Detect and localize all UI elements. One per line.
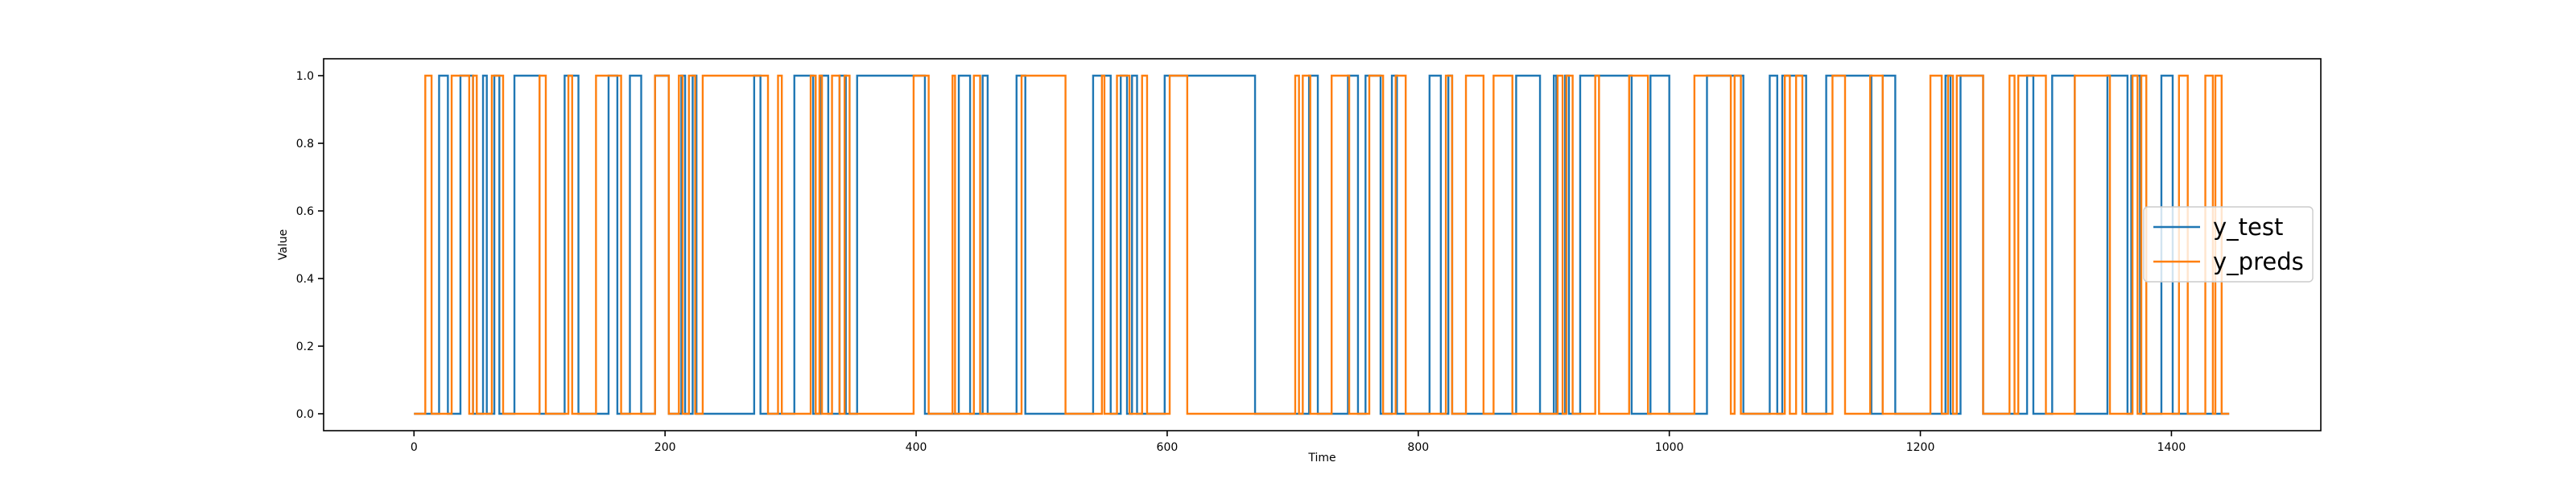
x-tick-label: 600 <box>1157 441 1179 454</box>
x-tick-label: 800 <box>1407 441 1429 454</box>
x-tick-label: 1400 <box>2157 441 2186 454</box>
y-tick-label: 0.8 <box>296 138 314 151</box>
plot-area <box>414 74 2230 415</box>
y-tick-label: 0.0 <box>296 408 314 421</box>
y-tick-label: 0.4 <box>296 273 314 286</box>
x-tick-label: 0 <box>411 441 418 454</box>
x-axis: 0 200 400 600 800 1000 1200 1400 <box>411 431 2186 454</box>
series-line-y-preds <box>414 74 2230 415</box>
legend-label-y-test: y_test <box>2213 213 2283 241</box>
legend-box <box>2143 206 2314 283</box>
x-tick-label: 1000 <box>1655 441 1684 454</box>
x-tick-label: 1200 <box>1906 441 1935 454</box>
axes-frame <box>323 58 2322 431</box>
y-axis-label: Value <box>277 229 290 260</box>
x-axis-label: Time <box>1307 452 1335 464</box>
legend-label-y-preds: y_preds <box>2213 248 2304 275</box>
x-tick-label: 200 <box>654 441 676 454</box>
y-tick-label: 0.2 <box>296 341 314 353</box>
y-tick-label: 1.0 <box>296 70 314 83</box>
legend: y_test y_preds <box>2143 206 2314 283</box>
y-axis: 0.0 0.2 0.4 0.6 0.8 1.0 <box>296 70 324 421</box>
y-tick-label: 0.6 <box>296 205 314 218</box>
x-tick-label: 400 <box>906 441 927 454</box>
